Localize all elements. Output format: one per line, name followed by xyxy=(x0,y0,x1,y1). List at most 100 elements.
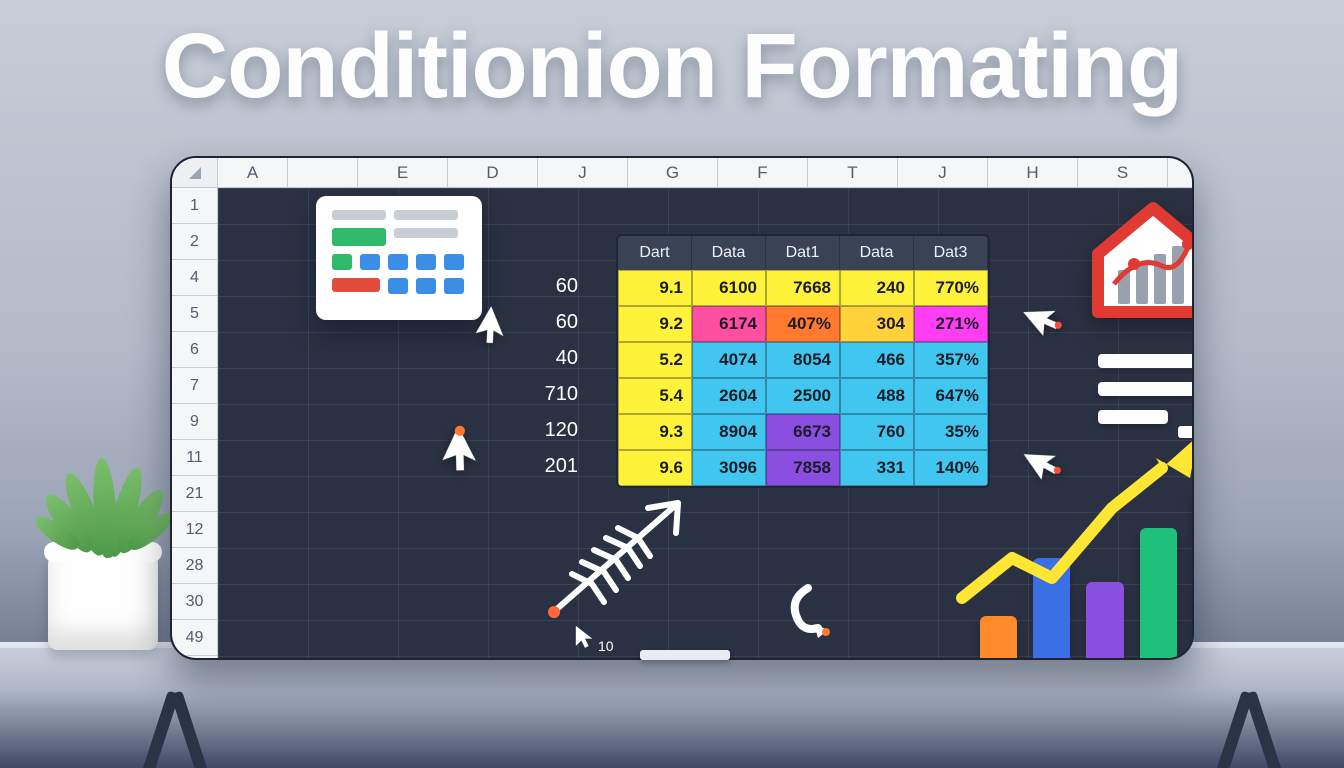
column-header[interactable]: G xyxy=(628,158,718,187)
chart-bar xyxy=(1193,488,1194,660)
row-header[interactable]: 11 xyxy=(172,440,217,476)
column-header[interactable]: D xyxy=(448,158,538,187)
row-header[interactable]: 7 xyxy=(172,368,217,404)
table-cell[interactable]: 357% xyxy=(914,342,988,378)
chart-bar xyxy=(1140,528,1177,660)
select-all-corner[interactable] xyxy=(172,158,218,187)
table-cell[interactable]: 5.4 xyxy=(618,378,692,414)
cell-value[interactable]: 201 xyxy=(518,448,578,484)
table-cell[interactable]: 4074 xyxy=(692,342,766,378)
table-cell[interactable]: 6174 xyxy=(692,306,766,342)
plant-pot xyxy=(48,550,158,650)
row-header[interactable]: 2 xyxy=(172,224,217,260)
column-header[interactable]: A xyxy=(218,158,288,187)
column-d-values: 606040710120201 xyxy=(518,268,578,484)
table-cell[interactable]: 3096 xyxy=(692,450,766,486)
table-header-cell[interactable]: Dat1 xyxy=(766,236,840,270)
table-cell[interactable]: 407% xyxy=(766,306,840,342)
row-header[interactable]: 49 xyxy=(172,620,217,656)
desk-leg-left xyxy=(140,688,210,768)
column-header[interactable]: J xyxy=(898,158,988,187)
table-cell[interactable]: 9.2 xyxy=(618,306,692,342)
table-cell[interactable]: 6673 xyxy=(766,414,840,450)
spreadsheet-card-icon xyxy=(316,196,482,320)
row-header[interactable]: 1 xyxy=(172,188,217,224)
row-header[interactable]: 6 xyxy=(172,332,217,368)
table-row: 9.26174407%304271% xyxy=(618,306,988,342)
table-header-cell[interactable]: Data xyxy=(840,236,914,270)
table-row: 9.630967858331140% xyxy=(618,450,988,486)
cursor-small-icon xyxy=(574,624,596,650)
list-lines-icon xyxy=(1098,354,1194,443)
chart-bar xyxy=(980,616,1017,660)
table-cell[interactable]: 9.3 xyxy=(618,414,692,450)
column-header[interactable]: E xyxy=(358,158,448,187)
column-header[interactable]: T xyxy=(808,158,898,187)
column-header[interactable]: H xyxy=(988,158,1078,187)
column-header[interactable]: J xyxy=(538,158,628,187)
curl-arrow-icon xyxy=(778,580,838,640)
table-row: 9.38904667376035% xyxy=(618,414,988,450)
table-cell[interactable]: 647% xyxy=(914,378,988,414)
cell-value[interactable]: 60 xyxy=(518,304,578,340)
table-cell[interactable]: 7668 xyxy=(766,270,840,306)
plant-icon xyxy=(60,448,150,558)
table-cell[interactable]: 7858 xyxy=(766,450,840,486)
monitor-stand xyxy=(640,650,730,660)
table-header-cell[interactable]: Dart xyxy=(618,236,692,270)
table-cell[interactable]: 760 xyxy=(840,414,914,450)
table-cell[interactable]: 488 xyxy=(840,378,914,414)
table-cell[interactable]: 271% xyxy=(914,306,988,342)
table-cell[interactable]: 2500 xyxy=(766,378,840,414)
table-cell[interactable]: 9.6 xyxy=(618,450,692,486)
table-header-cell[interactable]: Data xyxy=(692,236,766,270)
cells-grid[interactable]: 606040710120201 DartDataDat1DataDat3 9.1… xyxy=(218,188,1192,658)
monitor-frame: AEDJGFTJHS 1245679112112283049 606040710… xyxy=(170,156,1194,660)
table-cell[interactable]: 304 xyxy=(840,306,914,342)
spreadsheet-screen: AEDJGFTJHS 1245679112112283049 606040710… xyxy=(172,158,1192,658)
row-header[interactable]: 9 xyxy=(172,404,217,440)
table-cell[interactable]: 140% xyxy=(914,450,988,486)
table-cell[interactable]: 8904 xyxy=(692,414,766,450)
table-cell[interactable]: 770% xyxy=(914,270,988,306)
row-headers: 1245679112112283049 xyxy=(172,188,218,658)
cursor-arrow-icon xyxy=(1019,290,1071,342)
cell-value[interactable]: 40 xyxy=(518,340,578,376)
column-headers: AEDJGFTJHS xyxy=(172,158,1192,188)
tiny-value-label: 10 xyxy=(598,638,614,654)
bar-chart-icon xyxy=(980,458,1194,660)
row-header[interactable]: 5 xyxy=(172,296,217,332)
chart-bar xyxy=(1033,558,1070,660)
table-row: 5.426042500488647% xyxy=(618,378,988,414)
cell-value[interactable]: 60 xyxy=(518,268,578,304)
column-header[interactable] xyxy=(288,158,358,187)
table-cell[interactable]: 35% xyxy=(914,414,988,450)
table-cell[interactable]: 240 xyxy=(840,270,914,306)
cursor-arrow-icon xyxy=(436,422,493,483)
table-cell[interactable]: 6100 xyxy=(692,270,766,306)
table-cell[interactable]: 9.1 xyxy=(618,270,692,306)
row-header[interactable]: 28 xyxy=(172,548,217,584)
data-table[interactable]: DartDataDat1DataDat3 9.161007668240770%9… xyxy=(616,234,990,488)
row-header[interactable]: 12 xyxy=(172,512,217,548)
house-chart-icon xyxy=(1078,194,1194,324)
cell-value[interactable]: 710 xyxy=(518,376,578,412)
row-header[interactable]: 30 xyxy=(172,584,217,620)
table-header-cell[interactable]: Dat3 xyxy=(914,236,988,270)
feather-arrow-icon xyxy=(528,488,698,638)
row-header[interactable]: 21 xyxy=(172,476,217,512)
table-cell[interactable]: 2604 xyxy=(692,378,766,414)
table-cell[interactable]: 5.2 xyxy=(618,342,692,378)
table-cell[interactable]: 8054 xyxy=(766,342,840,378)
column-header[interactable]: F xyxy=(718,158,808,187)
chart-bar xyxy=(1086,582,1123,660)
table-row: 9.161007668240770% xyxy=(618,270,988,306)
row-header[interactable]: 4 xyxy=(172,260,217,296)
desk-leg-right xyxy=(1214,688,1284,768)
column-header[interactable]: S xyxy=(1078,158,1168,187)
table-cell[interactable]: 466 xyxy=(840,342,914,378)
cell-value[interactable]: 120 xyxy=(518,412,578,448)
table-row: 5.240748054466357% xyxy=(618,342,988,378)
page-title: Conditionion Formating xyxy=(0,14,1344,119)
table-cell[interactable]: 331 xyxy=(840,450,914,486)
